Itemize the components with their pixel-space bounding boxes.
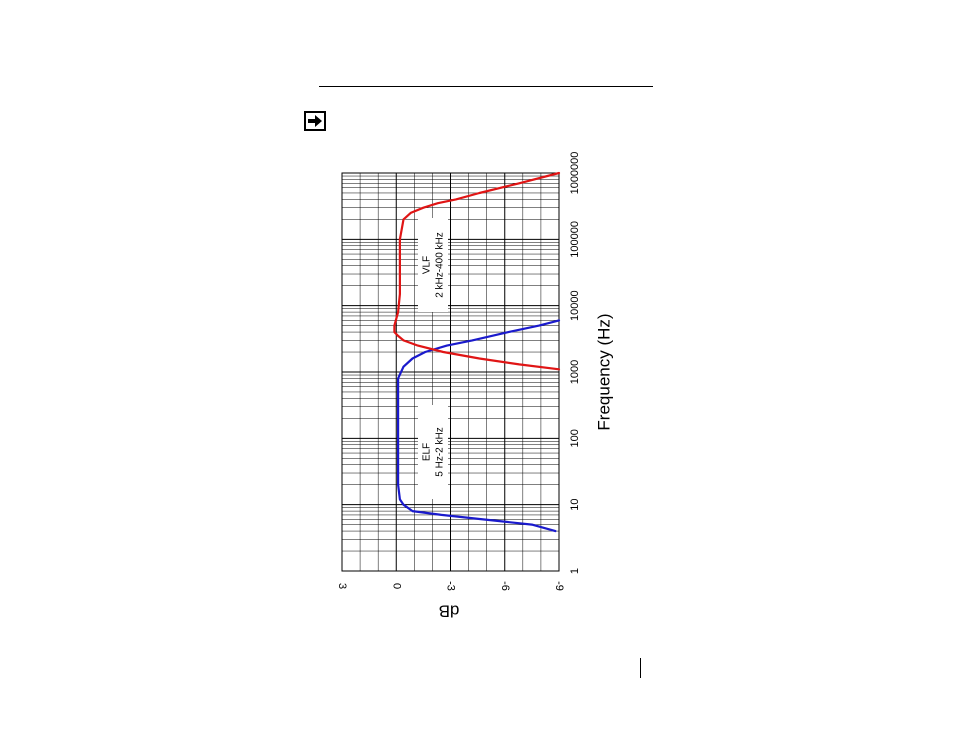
annotation-text: VLF xyxy=(422,256,433,274)
annotation-text: 2 kHz-400 kHz xyxy=(435,232,446,298)
plot-frame xyxy=(341,172,560,572)
arrow-right-icon xyxy=(304,111,326,131)
band-annotations: ELF 5 Hz-2 kHz VLF 2 kHz-400 kHz xyxy=(418,218,448,499)
band-annotation: ELF 5 Hz-2 kHz xyxy=(418,405,448,499)
elf-response-line xyxy=(397,319,561,533)
db-tick-label: 3 xyxy=(336,583,348,589)
frequency-tick-label: 100 xyxy=(569,429,581,447)
header-rule xyxy=(319,86,653,87)
band-annotation: VLF 2 kHz-400 kHz xyxy=(418,218,448,312)
series-layer xyxy=(393,171,561,533)
db-tick-label: -9 xyxy=(553,581,565,591)
annotation-text: 5 Hz-2 kHz xyxy=(435,427,446,476)
db-tick-label: -3 xyxy=(445,581,457,591)
db-tick-labels: 3 0 -3 -6 -9 xyxy=(336,581,565,591)
frequency-tick-labels: 1 10 100 1000 10000 100000 1000000 xyxy=(569,152,581,574)
annotation-text: ELF xyxy=(422,443,433,461)
annotation-box xyxy=(418,218,448,312)
frequency-tick-label: 1 xyxy=(569,568,581,574)
db-tick-label: -6 xyxy=(499,581,511,591)
frequency-tick-label: 1000000 xyxy=(569,152,581,195)
vlf-response-line xyxy=(393,171,561,371)
annotation-box xyxy=(418,405,448,499)
grid-layer xyxy=(341,173,560,572)
db-tick-label: 0 xyxy=(390,583,402,589)
x-axis-title: Frequency (Hz) xyxy=(594,313,613,430)
frequency-tick-label: 1000 xyxy=(569,360,581,384)
y-axis-title: dB xyxy=(439,602,460,621)
frequency-tick-label: 10 xyxy=(569,499,581,511)
page-margin-tick xyxy=(640,658,641,678)
frequency-tick-label: 10000 xyxy=(569,290,581,321)
frequency-tick-label: 100000 xyxy=(569,221,581,258)
